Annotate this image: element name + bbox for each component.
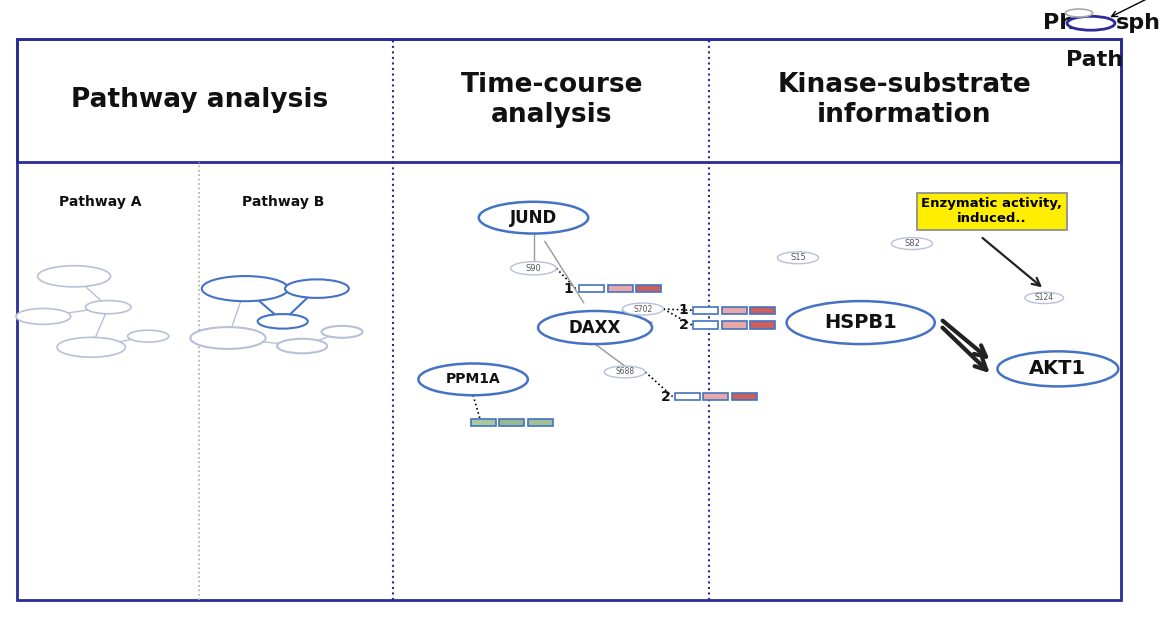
- Ellipse shape: [285, 279, 349, 298]
- FancyBboxPatch shape: [693, 307, 718, 314]
- FancyBboxPatch shape: [750, 307, 775, 314]
- Ellipse shape: [322, 326, 363, 338]
- Text: AKT1: AKT1: [1030, 359, 1087, 378]
- FancyBboxPatch shape: [471, 419, 496, 426]
- FancyBboxPatch shape: [750, 321, 775, 329]
- Text: S90: S90: [526, 264, 541, 272]
- Ellipse shape: [778, 252, 819, 264]
- Ellipse shape: [604, 366, 645, 378]
- Ellipse shape: [892, 238, 933, 249]
- Text: S15: S15: [791, 253, 806, 262]
- Ellipse shape: [419, 364, 528, 395]
- Text: DAXX: DAXX: [569, 319, 621, 336]
- Text: S82: S82: [904, 239, 920, 248]
- Ellipse shape: [16, 309, 71, 324]
- Text: Time-course
analysis: Time-course analysis: [461, 72, 642, 128]
- Text: 1: 1: [563, 282, 574, 296]
- FancyBboxPatch shape: [528, 419, 553, 426]
- Ellipse shape: [997, 351, 1118, 386]
- Ellipse shape: [57, 338, 126, 357]
- FancyBboxPatch shape: [637, 285, 661, 292]
- Text: sph: sph: [1116, 13, 1161, 33]
- Text: 2: 2: [679, 318, 689, 332]
- FancyBboxPatch shape: [722, 321, 746, 329]
- Text: Pathway A: Pathway A: [59, 194, 141, 209]
- Ellipse shape: [623, 303, 663, 315]
- Text: S124: S124: [1034, 293, 1054, 302]
- FancyBboxPatch shape: [607, 285, 633, 292]
- Text: PPM1A: PPM1A: [445, 372, 500, 386]
- Text: 2: 2: [661, 389, 670, 404]
- Ellipse shape: [278, 339, 328, 353]
- Ellipse shape: [202, 276, 288, 301]
- Ellipse shape: [1066, 9, 1093, 17]
- Text: Pathway analysis: Pathway analysis: [71, 88, 328, 113]
- Text: Ph: Ph: [1044, 13, 1075, 33]
- Ellipse shape: [37, 266, 111, 287]
- FancyBboxPatch shape: [722, 307, 746, 314]
- Ellipse shape: [1067, 16, 1115, 30]
- Ellipse shape: [85, 301, 131, 314]
- Text: Kinase-substrate
information: Kinase-substrate information: [777, 72, 1031, 128]
- Ellipse shape: [479, 202, 588, 234]
- FancyBboxPatch shape: [675, 393, 700, 400]
- Ellipse shape: [787, 301, 935, 344]
- Text: 1: 1: [679, 303, 689, 318]
- Text: Pathway B: Pathway B: [241, 194, 324, 209]
- FancyBboxPatch shape: [499, 419, 525, 426]
- Text: JUND: JUND: [510, 209, 557, 227]
- Text: HSPB1: HSPB1: [824, 313, 897, 332]
- Text: Path: Path: [1066, 50, 1123, 70]
- Ellipse shape: [128, 330, 169, 342]
- FancyBboxPatch shape: [732, 393, 757, 400]
- Ellipse shape: [538, 311, 652, 344]
- FancyBboxPatch shape: [693, 321, 718, 329]
- Ellipse shape: [258, 314, 308, 329]
- Ellipse shape: [1025, 292, 1063, 304]
- Text: S688: S688: [616, 368, 634, 376]
- FancyBboxPatch shape: [703, 393, 729, 400]
- Ellipse shape: [190, 327, 266, 349]
- Text: Enzymatic activity,
induced..: Enzymatic activity, induced..: [921, 198, 1062, 226]
- FancyBboxPatch shape: [580, 285, 604, 292]
- Text: S702: S702: [633, 304, 653, 314]
- Ellipse shape: [511, 262, 556, 275]
